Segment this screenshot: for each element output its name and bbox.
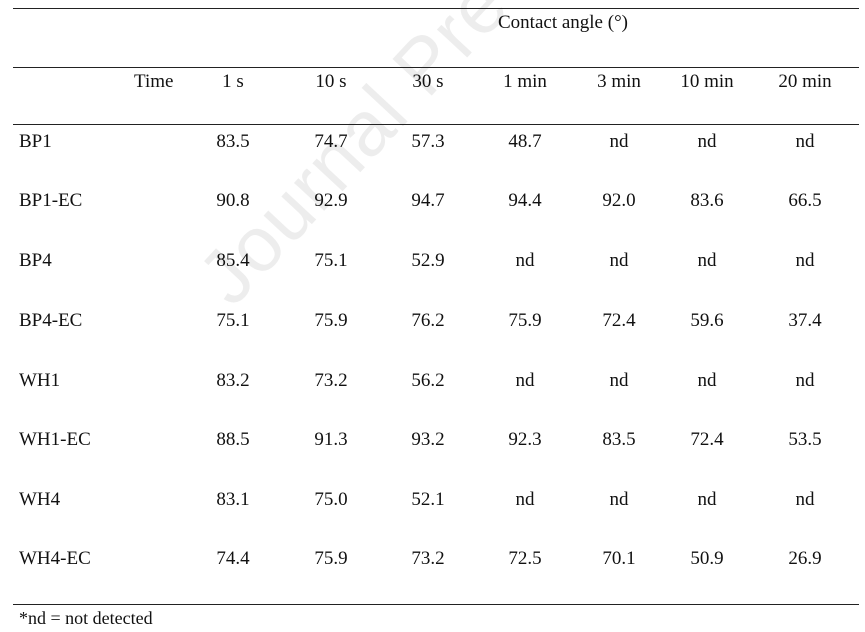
contact-angle-spanner-header: Contact angle (°) bbox=[498, 12, 628, 33]
table-cell: 66.5 bbox=[788, 190, 822, 211]
row-label: BP4 bbox=[19, 250, 52, 271]
table-cell: 91.3 bbox=[314, 429, 348, 450]
table-cell: nd bbox=[515, 370, 535, 391]
column-header: 1 s bbox=[222, 71, 244, 92]
table-cell: 75.9 bbox=[314, 310, 348, 331]
table-cell: 85.4 bbox=[216, 250, 250, 271]
row-label: WH1-EC bbox=[19, 429, 91, 450]
row-label: BP1-EC bbox=[19, 190, 83, 211]
table-cell: 83.2 bbox=[216, 370, 250, 391]
table-cell: 59.6 bbox=[690, 310, 724, 331]
table-cell: 72.4 bbox=[690, 429, 724, 450]
table-cell: 52.9 bbox=[411, 250, 445, 271]
table-cell: 83.1 bbox=[216, 489, 250, 510]
table-cell: nd bbox=[515, 250, 535, 271]
table-cell: nd bbox=[795, 370, 815, 391]
table-cell: 83.5 bbox=[602, 429, 636, 450]
table-cell: nd bbox=[515, 489, 535, 510]
table-cell: 94.7 bbox=[411, 190, 445, 211]
column-header: 20 min bbox=[778, 71, 832, 92]
table-cell: 57.3 bbox=[411, 131, 445, 152]
table-subheader-rule bbox=[13, 124, 859, 125]
table-cell: 93.2 bbox=[411, 429, 445, 450]
table-cell: nd bbox=[697, 489, 717, 510]
column-header: 30 s bbox=[412, 71, 444, 92]
table-cell: 72.4 bbox=[602, 310, 636, 331]
table-cell: 70.1 bbox=[602, 548, 636, 569]
column-header: 10 s bbox=[315, 71, 347, 92]
table-cell: 90.8 bbox=[216, 190, 250, 211]
table-cell: nd bbox=[795, 131, 815, 152]
table-top-rule bbox=[13, 8, 859, 9]
table-cell: 92.9 bbox=[314, 190, 348, 211]
table-cell: 56.2 bbox=[411, 370, 445, 391]
table-cell: nd bbox=[609, 250, 629, 271]
column-header: 3 min bbox=[597, 71, 641, 92]
table-bottom-rule bbox=[13, 604, 859, 605]
row-label: BP1 bbox=[19, 131, 52, 152]
table-cell: 52.1 bbox=[411, 489, 445, 510]
table-cell: nd bbox=[609, 131, 629, 152]
table-cell: nd bbox=[697, 131, 717, 152]
table-cell: nd bbox=[795, 489, 815, 510]
table-cell: 53.5 bbox=[788, 429, 822, 450]
table-cell: 75.0 bbox=[314, 489, 348, 510]
table-cell: 83.6 bbox=[690, 190, 724, 211]
table-cell: 75.1 bbox=[314, 250, 348, 271]
row-label: WH4-EC bbox=[19, 548, 91, 569]
table-cell: 50.9 bbox=[690, 548, 724, 569]
table-cell: nd bbox=[795, 250, 815, 271]
table-cell: 92.3 bbox=[508, 429, 542, 450]
table-cell: 92.0 bbox=[602, 190, 636, 211]
row-label: BP4-EC bbox=[19, 310, 83, 331]
table-cell: 72.5 bbox=[508, 548, 542, 569]
table-cell: 73.2 bbox=[411, 548, 445, 569]
table-cell: nd bbox=[697, 250, 717, 271]
table-cell: nd bbox=[697, 370, 717, 391]
table-cell: 74.7 bbox=[314, 131, 348, 152]
table-cell: 26.9 bbox=[788, 548, 822, 569]
table-cell: 94.4 bbox=[508, 190, 542, 211]
table-cell: nd bbox=[609, 489, 629, 510]
table-cell: 76.2 bbox=[411, 310, 445, 331]
row-label: WH1 bbox=[19, 370, 61, 391]
table-cell: 74.4 bbox=[216, 548, 250, 569]
column-header: 1 min bbox=[503, 71, 547, 92]
stub-header-time: Time bbox=[134, 71, 174, 92]
table-header-rule bbox=[13, 67, 859, 68]
table-cell: 75.9 bbox=[508, 310, 542, 331]
table-cell: 75.9 bbox=[314, 548, 348, 569]
journal-preproof-watermark: Journal Pre-proof bbox=[180, 0, 668, 321]
table-cell: 73.2 bbox=[314, 370, 348, 391]
table-cell: 75.1 bbox=[216, 310, 250, 331]
table-cell: 48.7 bbox=[508, 131, 542, 152]
table-footnote: *nd = not detected bbox=[19, 608, 153, 628]
table-cell: nd bbox=[609, 370, 629, 391]
table-cell: 88.5 bbox=[216, 429, 250, 450]
table-cell: 37.4 bbox=[788, 310, 822, 331]
row-label: WH4 bbox=[19, 489, 61, 510]
table-cell: 83.5 bbox=[216, 131, 250, 152]
column-header: 10 min bbox=[680, 71, 734, 92]
